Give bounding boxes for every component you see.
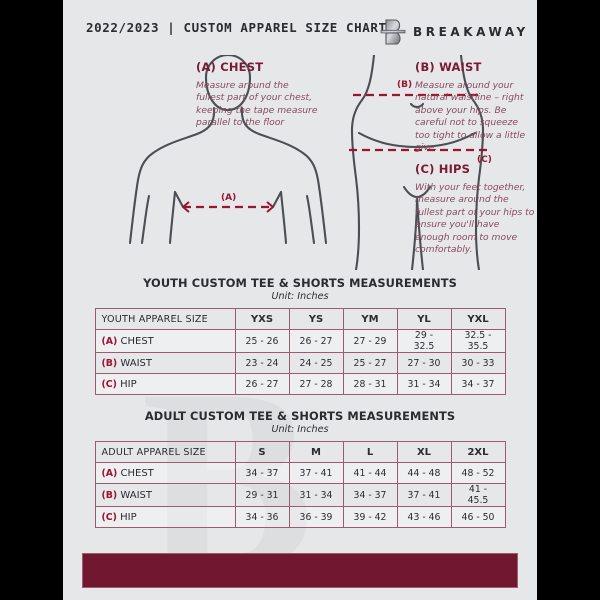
adult-col-4: 2XL: [450, 441, 506, 463]
adult-cell-0-1: 37 - 41: [288, 462, 344, 484]
youth-col-3: YL: [396, 308, 452, 330]
annotation-hips: (C) HIPS With your feet together, measur…: [415, 162, 535, 256]
adult-row-0-tag: (A): [101, 467, 118, 479]
adult-cell-1-1: 31 - 34: [288, 483, 344, 507]
adult-cell-2-1: 36 - 39: [288, 506, 344, 528]
adult-col-1: M: [288, 441, 344, 463]
youth-cell-2-1: 27 - 28: [288, 373, 344, 395]
youth-col-1: YS: [288, 308, 344, 330]
table-row: (B) WAIST 23 - 24 24 - 25 25 - 27 27 - 3…: [94, 352, 506, 374]
youth-col-0: YXS: [234, 308, 290, 330]
adult-table-title: ADULT CUSTOM TEE & SHORTS MEASUREMENTS: [144, 409, 456, 423]
adult-cell-0-3: 44 - 48: [396, 462, 452, 484]
youth-cell-0-2: 27 - 29: [342, 329, 398, 353]
adult-cell-1-4: 41 - 45.5: [450, 483, 506, 507]
youth-table-title: YOUTH CUSTOM TEE & SHORTS MEASUREMENTS: [143, 276, 457, 290]
table-row: (B) WAIST 29 - 31 31 - 34 34 - 37 37 - 4…: [94, 483, 506, 507]
annotation-chest: (A) CHEST Measure around the fullest par…: [196, 60, 318, 130]
adult-cell-0-4: 48 - 52: [450, 462, 506, 484]
brand-name: BREAKAWAY: [413, 25, 529, 39]
adult-row-1-tag: (B): [101, 489, 118, 501]
footer-accent-bar: [82, 553, 518, 588]
youth-cell-1-2: 25 - 27: [342, 352, 398, 374]
adult-table-unit: Unit: Inches: [271, 424, 329, 435]
youth-row-0-tag: (A): [101, 335, 118, 347]
youth-col-2: YM: [342, 308, 398, 330]
table-row: (C) HIP 26 - 27 27 - 28 28 - 31 31 - 34 …: [94, 373, 506, 395]
annotation-chest-body: Measure around the fullest part of your …: [196, 80, 318, 129]
adult-cell-0-2: 41 - 44: [342, 462, 398, 484]
youth-row-1-label: WAIST: [120, 357, 152, 369]
annotation-hips-body: With your feet together, measure around …: [415, 182, 535, 256]
table-row: (A) CHEST 34 - 37 37 - 41 41 - 44 44 - 4…: [94, 462, 506, 484]
youth-cell-0-1: 26 - 27: [288, 329, 344, 353]
youth-cell-0-0: 25 - 26: [234, 329, 290, 353]
chest-marker-label: (A): [221, 193, 237, 203]
adult-measurements-block: ADULT CUSTOM TEE & SHORTS MEASUREMENTS U…: [63, 409, 537, 528]
youth-row-2-label: HIP: [120, 378, 137, 390]
youth-cell-1-4: 30 - 33: [450, 352, 506, 374]
youth-col-4: YXL: [450, 308, 506, 330]
annotation-waist-body: Measure around your natural waistline – …: [415, 80, 526, 154]
measurement-diagram: (A) (B) (C) (A) CHEST Measure around the…: [63, 55, 537, 270]
hips-marker-label: (C): [477, 155, 492, 165]
adult-cell-1-0: 29 - 31: [234, 483, 290, 507]
youth-cell-2-2: 28 - 31: [342, 373, 398, 395]
adult-cell-2-2: 39 - 42: [342, 506, 398, 528]
adult-cell-2-3: 43 - 46: [396, 506, 452, 528]
adult-row-1-label: WAIST: [120, 489, 152, 501]
adult-row-label-header: ADULT APPAREL SIZE: [94, 441, 236, 463]
chest-measure-line: [182, 201, 274, 213]
youth-cell-0-3: 29 - 32.5: [396, 329, 452, 353]
waist-marker-label: (B): [397, 80, 413, 90]
youth-cell-1-3: 27 - 30: [396, 352, 452, 374]
adult-cell-2-4: 46 - 50: [450, 506, 506, 528]
adult-row-2-label: HIP: [120, 511, 137, 523]
youth-row-label-header: YOUTH APPAREL SIZE: [94, 308, 236, 330]
adult-cell-1-2: 34 - 37: [342, 483, 398, 507]
adult-size-table: ADULT APPAREL SIZE S M L XL 2XL (A) CHES…: [94, 441, 506, 528]
youth-cell-1-1: 24 - 25: [288, 352, 344, 374]
youth-table-header-row: YOUTH APPAREL SIZE YXS YS YM YL YXL: [94, 308, 506, 330]
table-row: (A) CHEST 25 - 26 26 - 27 27 - 29 29 - 3…: [94, 329, 506, 353]
youth-cell-2-0: 26 - 27: [234, 373, 290, 395]
page-header: 2022/2023 | CUSTOM APPAREL SIZE CHART BR…: [63, 0, 537, 58]
table-row: (C) HIP 34 - 36 36 - 39 39 - 42 43 - 46 …: [94, 506, 506, 528]
adult-cell-1-3: 37 - 41: [396, 483, 452, 507]
youth-row-1-tag: (B): [101, 357, 118, 369]
size-chart-page: B 2022/2023 | CUSTOM APPAREL SIZE CHART …: [63, 0, 537, 600]
youth-table-unit: Unit: Inches: [271, 291, 329, 302]
adult-col-2: L: [342, 441, 398, 463]
annotation-chest-heading: (A) CHEST: [196, 60, 264, 74]
youth-cell-0-4: 32.5 - 35.5: [450, 329, 506, 353]
youth-cell-1-0: 23 - 24: [234, 352, 290, 374]
breakaway-b-logo-icon: [379, 17, 407, 47]
adult-col-3: XL: [396, 441, 452, 463]
youth-row-0-label: CHEST: [120, 335, 154, 347]
adult-row-0-label: CHEST: [120, 467, 154, 479]
youth-cell-2-3: 31 - 34: [396, 373, 452, 395]
adult-row-2-tag: (C): [101, 511, 117, 523]
adult-table-header-row: ADULT APPAREL SIZE S M L XL 2XL: [94, 441, 506, 463]
youth-size-table: YOUTH APPAREL SIZE YXS YS YM YL YXL (A) …: [94, 308, 506, 395]
youth-measurements-block: YOUTH CUSTOM TEE & SHORTS MEASUREMENTS U…: [63, 276, 537, 395]
page-title: 2022/2023 | CUSTOM APPAREL SIZE CHART: [86, 20, 387, 35]
youth-cell-2-4: 34 - 37: [450, 373, 506, 395]
annotation-waist: (B) WAIST Measure around your natural wa…: [415, 60, 533, 154]
adult-col-0: S: [234, 441, 290, 463]
annotation-waist-heading: (B) WAIST: [415, 60, 482, 74]
youth-row-2-tag: (C): [101, 378, 117, 390]
adult-cell-0-0: 34 - 37: [234, 462, 290, 484]
adult-cell-2-0: 34 - 36: [234, 506, 290, 528]
annotation-hips-heading: (C) HIPS: [415, 162, 471, 176]
body-outline-figures-icon: [128, 55, 487, 270]
